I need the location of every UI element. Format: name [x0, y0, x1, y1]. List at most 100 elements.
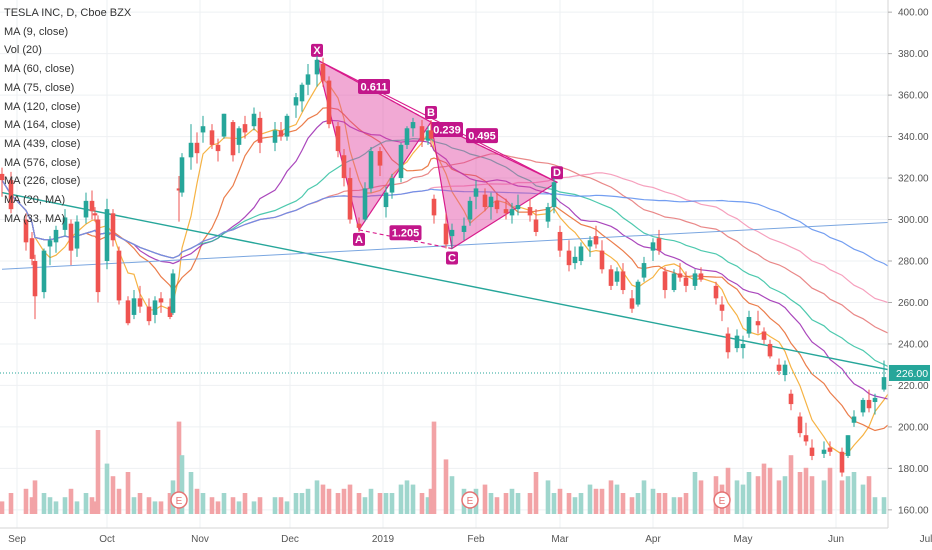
time-tick-label: Jul [920, 534, 932, 545]
pattern-ratio-label: 1.205 [392, 228, 420, 240]
pattern-point-label: C [448, 253, 456, 265]
candle-body [872, 397, 878, 403]
time-tick-label: May [734, 534, 753, 545]
price-tick-label: 260.00 [898, 298, 929, 309]
volume-bar [272, 497, 278, 514]
volume-bar [515, 493, 521, 514]
volume-bar [677, 497, 683, 514]
candle-body [188, 142, 194, 158]
trend-lines [0, 191, 906, 374]
pattern-point-badge [425, 106, 437, 120]
volume-bar [557, 488, 563, 514]
candle-body [425, 130, 431, 141]
legend-ma-164[interactable]: MA (164, close) [4, 119, 81, 132]
candle-body [116, 250, 122, 301]
volume-bar [314, 480, 320, 514]
volume-bar [104, 463, 110, 514]
volume-bar [527, 493, 533, 514]
candle-body [110, 213, 116, 241]
candle-body [251, 113, 257, 127]
pattern-ratio-label: 0.495 [468, 131, 496, 143]
pattern-line-xd [316, 59, 558, 183]
candle-body [551, 182, 557, 208]
price-axis-background [888, 0, 932, 550]
candle-body [272, 130, 278, 143]
volume-bar [599, 488, 605, 514]
volume-bar [755, 476, 761, 514]
candle-body [83, 200, 89, 218]
legend-vol-20[interactable]: Vol (20) [4, 44, 42, 57]
candle-body [746, 316, 752, 334]
legend-ma-20[interactable]: MA (20, MA) [4, 194, 66, 207]
volume-bar [284, 501, 290, 514]
harmonic-pattern: X A B C D 0.611 0.239 0.495 1.205 [311, 43, 563, 265]
volume-bar [116, 488, 122, 514]
candle-body [635, 281, 641, 305]
candle-body [821, 449, 827, 454]
candle-body [230, 122, 236, 156]
candle-body [68, 223, 74, 251]
legend-ma-75[interactable]: MA (75, close) [4, 81, 75, 94]
candle-body [383, 192, 389, 208]
volume-bar [305, 488, 311, 514]
legend-ma-439[interactable]: MA (439, close) [4, 137, 81, 150]
candle-body [827, 447, 833, 452]
volume-bar [443, 459, 449, 514]
candle-body [176, 188, 182, 191]
candle-body [866, 399, 872, 409]
volume-bar [125, 472, 131, 514]
time-tick-label: Apr [645, 534, 661, 545]
volume-bar [32, 480, 38, 514]
candle-body [782, 364, 788, 376]
candle-body [221, 113, 227, 137]
price-tick-label: 240.00 [898, 339, 929, 350]
legend-ma-120[interactable]: MA (120, close) [4, 100, 81, 113]
candle-body [572, 256, 578, 264]
candle-body [671, 273, 677, 291]
candle-body [587, 240, 593, 247]
candle-body [677, 273, 683, 278]
volume-bar [83, 493, 89, 514]
candle-body [362, 188, 368, 220]
time-tick-label: Feb [467, 534, 485, 545]
time-axis-background [0, 528, 932, 550]
candle-body [404, 128, 410, 145]
candle-body [95, 219, 101, 293]
pattern-line-ac [358, 229, 453, 250]
candle-body [131, 298, 137, 315]
candle-body [368, 151, 374, 189]
legend-ma-33[interactable]: MA (33, MA) [4, 212, 66, 225]
candle-body [809, 447, 815, 456]
legend-ma-60[interactable]: MA (60, close) [4, 63, 75, 76]
time-tick-label: 2019 [372, 534, 395, 545]
candle-body [803, 435, 809, 442]
volume-bar [389, 493, 395, 514]
candle-body [293, 97, 299, 106]
price-tick-label: 200.00 [898, 422, 929, 433]
candle-body [449, 229, 455, 237]
legend-ma-9[interactable]: MA (9, close) [4, 25, 69, 38]
volume-bar [47, 497, 53, 514]
candle-body [284, 115, 290, 137]
price-tick-label: 380.00 [898, 49, 929, 60]
volume-bar [356, 493, 362, 514]
candle-body [761, 331, 767, 340]
volume-bar [326, 488, 332, 514]
volume-bar [761, 463, 767, 514]
candle-body [767, 343, 773, 357]
legend-symbol[interactable]: TESLA INC, D, Cboe BZX [4, 7, 132, 19]
chart-grid [0, 0, 927, 528]
candle-body [533, 219, 539, 232]
candle-body [740, 343, 746, 349]
candle-body [494, 200, 500, 210]
legend-ma-226[interactable]: MA (226, close) [4, 175, 81, 188]
legend-ma-576[interactable]: MA (576, close) [4, 156, 81, 169]
price-tick-label: 320.00 [898, 174, 929, 185]
volume-bar [251, 501, 257, 514]
candle-body [389, 178, 395, 193]
volume-bar [740, 484, 746, 514]
price-tick-label: 340.00 [898, 132, 929, 143]
time-tick-label: Mar [551, 534, 569, 545]
price-tick-label: 400.00 [898, 8, 929, 19]
